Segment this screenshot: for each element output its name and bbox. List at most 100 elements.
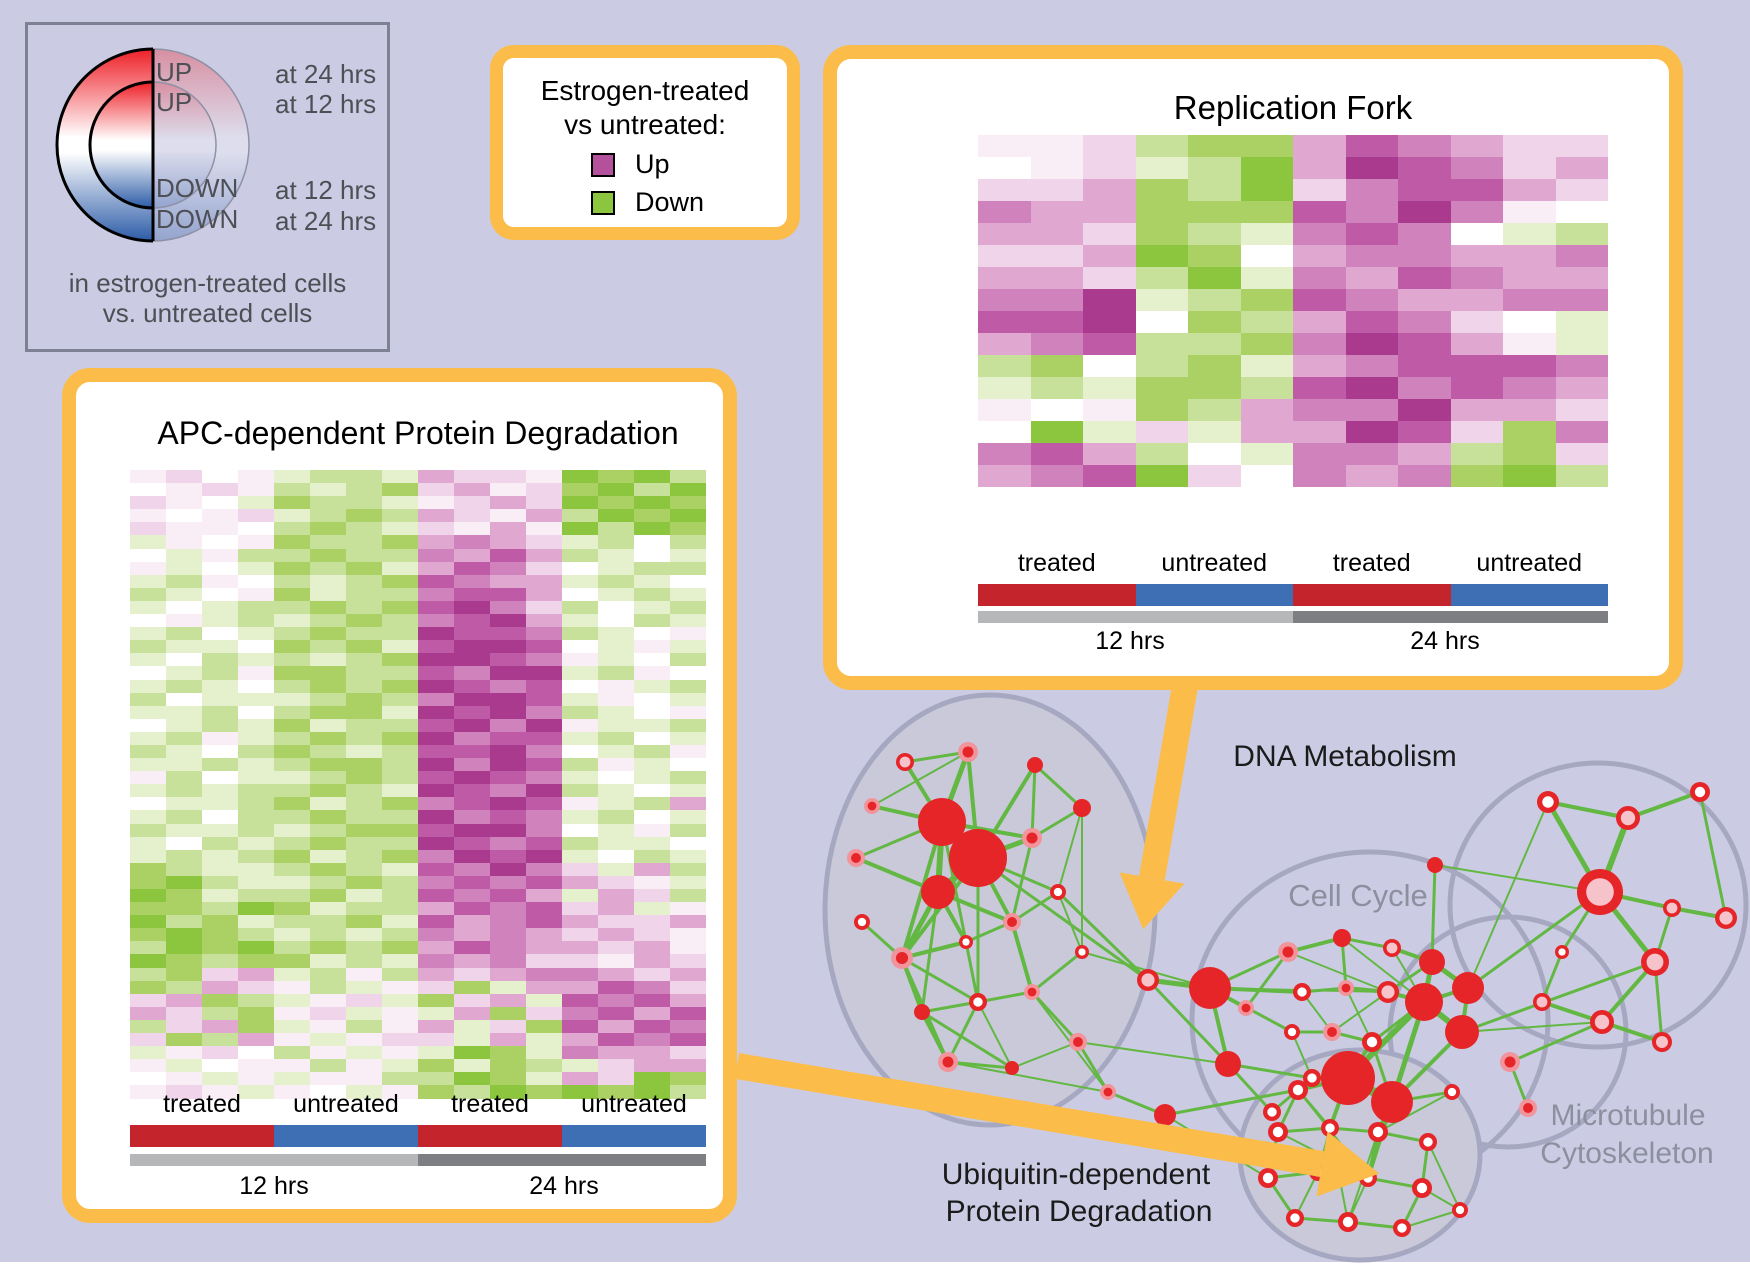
- network-node-ring-white-center: [1053, 887, 1063, 897]
- heatmap-cell: [418, 705, 454, 719]
- heatmap-cell: [454, 522, 490, 536]
- heatmap-cell: [670, 587, 706, 601]
- heatmap-cell: [670, 980, 706, 994]
- heatmap-cell: [346, 522, 382, 536]
- heatmap-cell: [634, 758, 670, 772]
- heatmap-cell: [454, 954, 490, 968]
- heatmap-cell: [1030, 289, 1083, 311]
- heatmap-cell: [634, 666, 670, 680]
- network-edge: [871, 751, 969, 807]
- heatmap-row: [978, 443, 1608, 465]
- network-edge: [1227, 1062, 1313, 1080]
- heatmap-cell: [274, 915, 310, 929]
- heatmap-cell: [670, 679, 706, 693]
- heatmap-cell: [202, 1072, 238, 1086]
- network-node-solid: [1189, 967, 1231, 1009]
- heatmap-cell: [454, 561, 490, 575]
- heatmap-cell: [274, 483, 310, 497]
- network-node-ring-white-center: [973, 997, 983, 1007]
- heatmap-cell: [562, 810, 598, 824]
- heatmap-cell: [562, 614, 598, 628]
- updown-legend: Estrogen-treated vs untreated: Up Down: [490, 45, 800, 240]
- heatmap-cell: [562, 967, 598, 981]
- network-node-ring-pink-center: [1586, 878, 1614, 906]
- heatmap-cell: [1398, 377, 1451, 399]
- heatmap-cell: [166, 849, 202, 863]
- heatmap-cell: [418, 509, 454, 523]
- updown-legend-title-line1: Estrogen-treated: [540, 75, 750, 106]
- heatmap-row: [130, 1085, 706, 1099]
- heatmap-cell: [1345, 245, 1398, 267]
- heatmap-cell: [490, 758, 526, 772]
- network-edge: [964, 941, 980, 1003]
- heatmap-cell: [1030, 201, 1083, 223]
- network-node-halo-core: [1073, 1037, 1083, 1047]
- heatmap-cell: [1240, 377, 1293, 399]
- network-node-halo-core: [851, 853, 861, 863]
- heatmap-cell: [382, 902, 418, 916]
- heatmap-cell: [346, 535, 382, 549]
- heatmap-cell: [166, 1046, 202, 1060]
- heatmap-cell: [166, 758, 202, 772]
- heatmap-cell: [454, 535, 490, 549]
- network-node-ring-white-center: [1267, 1107, 1277, 1117]
- heatmap-cell: [382, 705, 418, 719]
- heatmap-cell: [310, 1006, 346, 1020]
- heatmap-cell: [526, 836, 562, 850]
- heatmap-cell: [346, 600, 382, 615]
- heatmap-cell: [274, 627, 310, 641]
- heatmap-cell: [238, 980, 274, 994]
- dna-metabolism-label: DNA Metabolism: [1233, 740, 1457, 773]
- heatmap-cell: [978, 201, 1031, 223]
- heatmap-cell: [202, 1085, 238, 1099]
- heatmap-cell: [1293, 135, 1346, 157]
- network-edge: [901, 956, 979, 1004]
- heatmap-cell: [634, 692, 670, 706]
- heatmap-cell: [1450, 289, 1503, 311]
- heatmap-cell: [634, 941, 670, 955]
- heatmap-cell: [490, 928, 526, 942]
- heatmap-cell: [562, 915, 598, 929]
- heatmap-cell: [346, 640, 382, 654]
- heatmap-cell: [562, 705, 598, 719]
- heatmap-cell: [238, 784, 274, 798]
- heatmap-cell: [274, 744, 310, 759]
- heatmap-cell: [202, 902, 238, 916]
- heatmap-cell: [202, 509, 238, 523]
- heatmap-cell: [310, 666, 346, 680]
- heatmap-cell: [490, 836, 526, 850]
- heatmap-cell: [310, 483, 346, 497]
- heatmap-cell: [1135, 179, 1188, 201]
- heatmap-cell: [670, 1033, 706, 1047]
- dna-metabolism-cluster: [822, 692, 1158, 1128]
- heatmap-cell: [310, 692, 346, 706]
- heatmap-cell: [670, 574, 706, 588]
- heatmap-cell: [346, 574, 382, 588]
- heatmap-cell: [274, 718, 310, 732]
- heatmap-cell: [1345, 179, 1398, 201]
- heatmap-cell: [1135, 399, 1188, 421]
- heatmap-row: [130, 614, 706, 628]
- heatmap-cell: [670, 967, 706, 981]
- heatmap-cell: [526, 640, 562, 654]
- heatmap-cell: [1135, 355, 1188, 377]
- heatmap-cell: [202, 718, 238, 732]
- heatmap-cell: [238, 640, 274, 654]
- heatmap-cell: [1240, 443, 1293, 465]
- heatmap-cell: [346, 587, 382, 601]
- heatmap-cell: [1188, 311, 1241, 333]
- heatmap-cell: [310, 993, 346, 1007]
- heatmap-cell: [310, 954, 346, 968]
- heatmap-cell: [1083, 179, 1136, 201]
- heatmap-cell: [310, 1019, 346, 1034]
- network-node-solid: [1405, 983, 1443, 1021]
- heatmap-cell: [562, 535, 598, 549]
- heatmap-cell: [274, 967, 310, 981]
- heatmap-cell: [670, 823, 706, 837]
- heatmap-cell: [598, 1019, 634, 1034]
- heatmap-cell: [1398, 421, 1451, 443]
- heatmap-cell: [310, 1085, 346, 1099]
- heatmap-cell: [1450, 179, 1503, 201]
- heatmap-cell: [1503, 245, 1556, 267]
- heatmap-cell: [526, 1019, 562, 1034]
